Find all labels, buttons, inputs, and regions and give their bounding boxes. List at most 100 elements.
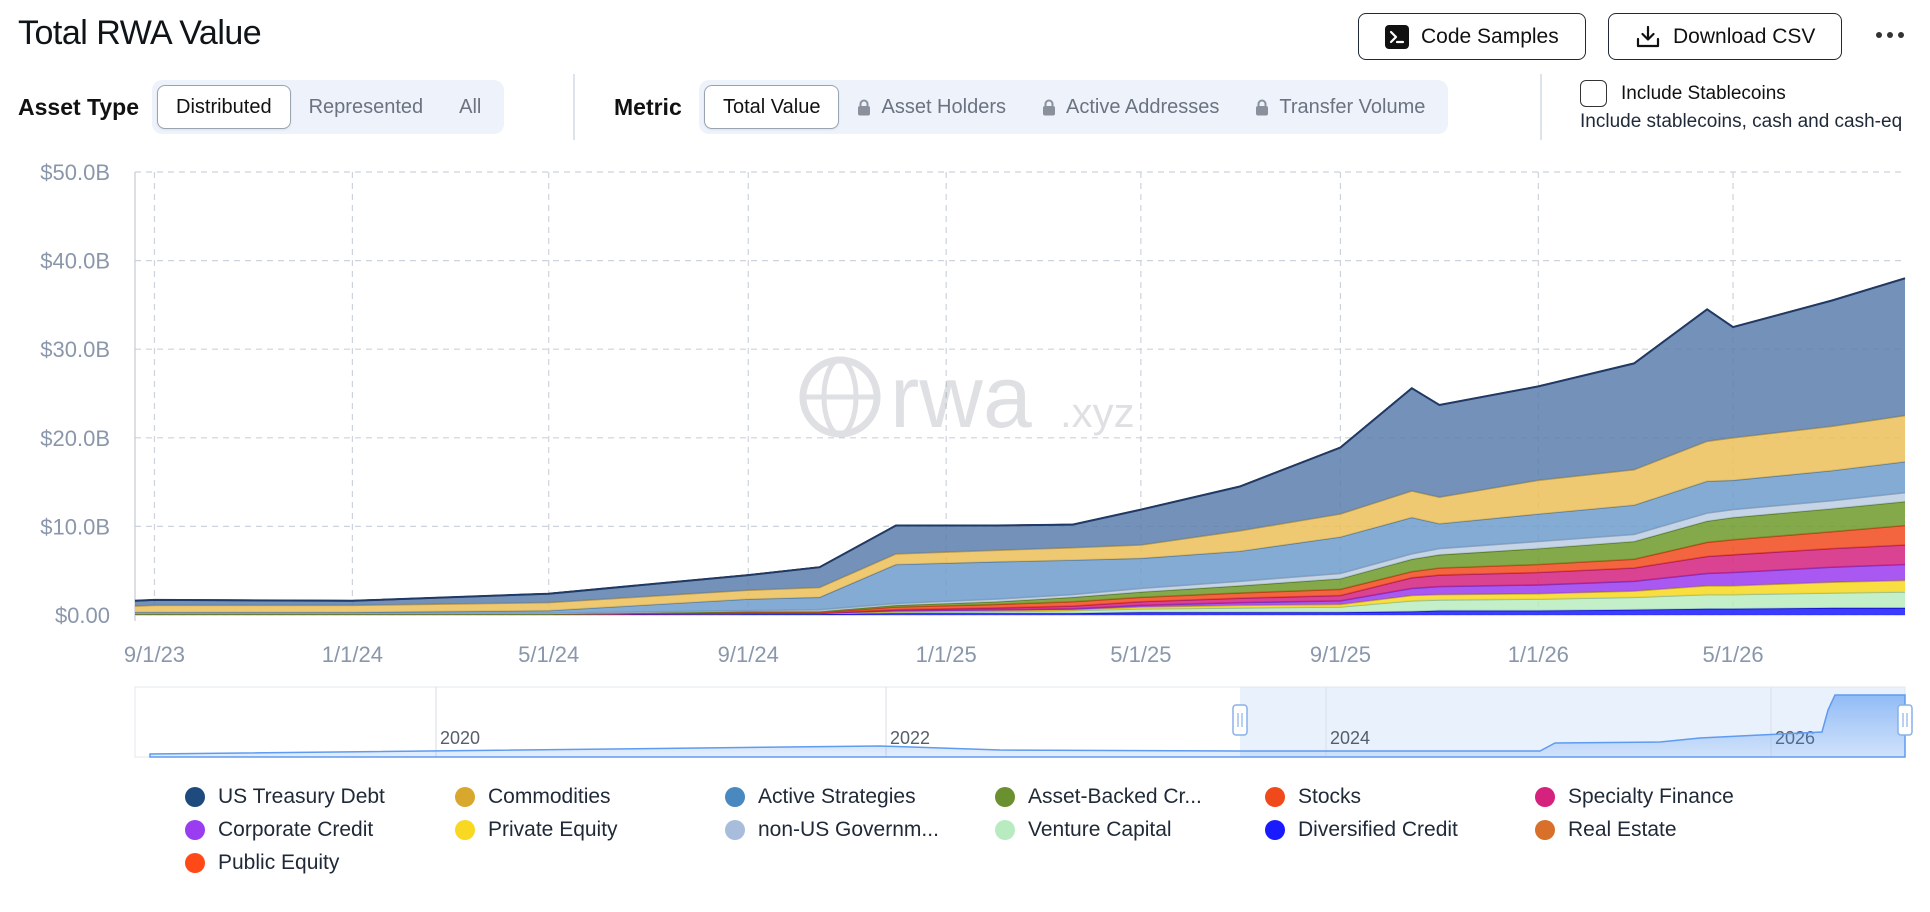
metric-transfer-volume-label: Transfer Volume <box>1279 95 1426 118</box>
legend-item[interactable]: Commodities <box>455 785 725 809</box>
asset-type-label: Asset Type <box>18 94 140 120</box>
legend-swatch <box>185 787 205 807</box>
metric-active-addresses-label: Active Addresses <box>1065 95 1220 118</box>
navigator-year-label: 2020 <box>440 728 480 748</box>
legend-item[interactable]: Diversified Credit <box>1265 818 1535 842</box>
legend-item[interactable]: Active Strategies <box>725 785 995 809</box>
area-private-equity <box>135 580 1905 615</box>
legend-item[interactable]: Private Equity <box>455 818 725 842</box>
legend-item[interactable]: Asset-Backed Cr... <box>995 785 1265 809</box>
area-venture-capital <box>135 592 1905 615</box>
legend-item[interactable]: non-US Governm... <box>725 818 995 842</box>
legend-swatch <box>1265 787 1285 807</box>
lock-icon <box>1042 99 1055 115</box>
legend-label: non-US Governm... <box>758 818 939 841</box>
area-us-treasury-debt <box>135 278 1905 607</box>
watermark-globe-icon <box>799 356 881 438</box>
legend-swatch <box>725 820 745 840</box>
legend-swatch <box>1535 820 1555 840</box>
x-tick-label: 9/1/23 <box>124 642 185 667</box>
area-specialty-finance <box>135 545 1905 615</box>
include-stablecoins-label: Include Stablecoins <box>1621 82 1786 104</box>
download-csv-button[interactable]: Download CSV <box>1608 13 1843 60</box>
legend-item[interactable]: Public Equity <box>185 851 455 875</box>
watermark-globe-icon <box>821 357 859 437</box>
legend-swatch <box>455 820 475 840</box>
navigator-year-label: 2024 <box>1330 728 1370 748</box>
x-tick-label: 9/1/25 <box>1310 642 1371 667</box>
legend-item[interactable]: Specialty Finance <box>1535 785 1805 809</box>
legend-label: Private Equity <box>488 818 618 841</box>
page-title: Total RWA Value <box>18 14 262 52</box>
y-tick-label: $40.0B <box>40 249 110 274</box>
legend-label: Corporate Credit <box>218 818 374 841</box>
code-samples-label: Code Samples <box>1421 24 1559 48</box>
divider <box>573 74 575 140</box>
metric-asset-holders[interactable]: Asset Holders <box>839 85 1024 129</box>
total-outline <box>134 277 1906 602</box>
asset-type-distributed[interactable]: Distributed <box>157 85 291 129</box>
x-tick-label: 5/1/24 <box>518 642 579 667</box>
legend-swatch <box>455 787 475 807</box>
metric-total-value-label: Total Value <box>723 95 821 118</box>
area-stocks <box>135 525 1905 615</box>
area-active-strategies <box>135 461 1905 614</box>
metric-selector: Total Value Asset Holders Active Address… <box>699 80 1449 134</box>
legend-item[interactable]: Real Estate <box>1535 818 1805 842</box>
include-stablecoins-checkbox[interactable] <box>1580 80 1607 107</box>
x-tick-label: 5/1/25 <box>1110 642 1171 667</box>
metric-label: Metric <box>614 94 682 120</box>
legend-swatch <box>185 820 205 840</box>
legend-label: Public Equity <box>218 851 340 874</box>
x-tick-label: 1/1/24 <box>322 642 383 667</box>
x-tick-label: 5/1/26 <box>1702 642 1763 667</box>
lock-icon <box>858 99 871 115</box>
asset-type-all[interactable]: All <box>459 95 482 118</box>
divider <box>1540 74 1542 140</box>
x-tick-label: 1/1/25 <box>916 642 977 667</box>
legend-label: Real Estate <box>1568 818 1677 841</box>
navigator-handle-left[interactable] <box>1232 704 1248 736</box>
metric-transfer-volume[interactable]: Transfer Volume <box>1237 85 1443 129</box>
legend-label: Asset-Backed Cr... <box>1028 785 1202 808</box>
metric-total-value[interactable]: Total Value <box>704 85 840 129</box>
legend-label: Specialty Finance <box>1568 785 1734 808</box>
code-samples-button[interactable]: Code Samples <box>1358 13 1586 60</box>
y-tick-label: $20.0B <box>40 426 110 451</box>
legend-label: US Treasury Debt <box>218 785 385 808</box>
asset-type-selector: Distributed Represented All <box>152 80 505 134</box>
download-csv-label: Download CSV <box>1673 24 1816 48</box>
include-stablecoins-description: Include stablecoins, cash and cash-eq <box>1580 111 1903 132</box>
legend-swatch <box>995 787 1015 807</box>
lock-icon <box>1256 99 1269 115</box>
asset-type-represented[interactable]: Represented <box>308 95 424 118</box>
rwa-value-chart: $0.00 $10.0B $20.0B $30.0B $40.0B $50.0B 9/1/2… <box>40 160 1913 758</box>
y-tick-label: $0.00 <box>55 603 110 628</box>
legend-item[interactable]: Venture Capital <box>995 818 1265 842</box>
y-tick-label: $50.0B <box>40 160 110 185</box>
legend-label: Venture Capital <box>1028 818 1172 841</box>
navigator-handle-right[interactable] <box>1897 704 1913 736</box>
legend-swatch <box>995 820 1015 840</box>
area-corporate-credit <box>135 564 1905 615</box>
download-icon <box>1636 25 1660 47</box>
watermark-text: rwa <box>890 347 1032 446</box>
include-stablecoins: Include Stablecoins Include stablecoins,… <box>1580 80 1902 133</box>
legend-swatch <box>1265 820 1285 840</box>
legend-item[interactable]: US Treasury Debt <box>185 785 455 809</box>
watermark: rwa .xyz <box>799 347 1135 446</box>
line-asset-backed-credit <box>135 500 1906 615</box>
area-asset-backed-credit <box>135 501 1905 615</box>
legend-label: Diversified Credit <box>1298 818 1458 841</box>
legend-item[interactable]: Stocks <box>1265 785 1535 809</box>
y-tick-label: $30.0B <box>40 337 110 362</box>
terminal-icon <box>1385 24 1409 49</box>
navigator-year-label: 2022 <box>890 728 930 748</box>
legend-item[interactable]: Corporate Credit <box>185 818 455 842</box>
more-options-icon[interactable] <box>1870 20 1910 50</box>
area-diversified-credit <box>135 607 1905 615</box>
legend-label: Commodities <box>488 785 611 808</box>
x-tick-label: 1/1/26 <box>1508 642 1569 667</box>
metric-active-addresses[interactable]: Active Addresses <box>1024 85 1237 129</box>
y-tick-label: $10.0B <box>40 514 110 539</box>
